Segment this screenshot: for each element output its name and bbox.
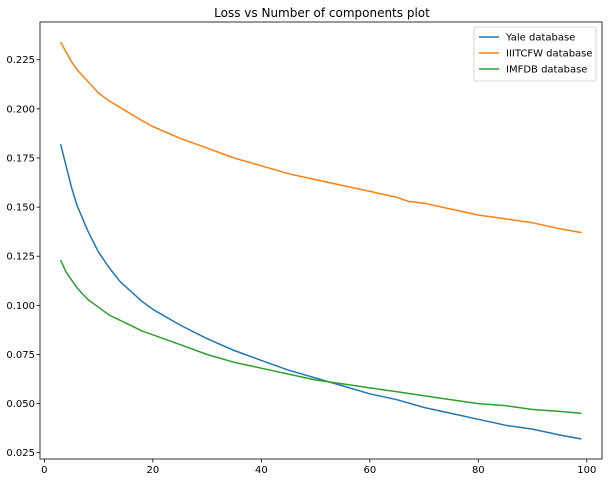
y-tick-label: 0.175 (6, 153, 35, 164)
y-tick-label: 0.050 (6, 399, 35, 410)
y-tick-label: 0.075 (6, 350, 35, 361)
y-tick-label: 0.225 (6, 55, 35, 66)
plot-area (59, 41, 582, 440)
legend-box (473, 26, 597, 82)
series-line-3 (59, 259, 582, 415)
y-tick-label: 0.100 (6, 301, 35, 312)
series-line-2 (59, 41, 582, 234)
series-line-1 (59, 144, 582, 440)
x-tick-label: 20 (146, 465, 159, 476)
legend-label-2: IIITCFW database (506, 49, 593, 60)
y-tick-label: 0.125 (6, 252, 35, 263)
x-tick-label: 100 (577, 465, 596, 476)
x-tick-label: 80 (472, 465, 485, 476)
x-tick-label: 60 (363, 465, 376, 476)
legend-label-1: Yale database (505, 33, 575, 44)
legend-label-3: IMFDB database (506, 65, 587, 76)
y-tick-label: 0.150 (6, 203, 35, 214)
y-tick-label: 0.200 (6, 104, 35, 115)
x-tick-label: 0 (41, 465, 47, 476)
x-tick-label: 40 (255, 465, 268, 476)
legend: Yale database IIITCFW database IMFDB datab… (473, 26, 597, 82)
axes-frame (39, 21, 603, 460)
chart-title: Loss vs Number of components plot (214, 6, 430, 20)
axes: 0 20 40 60 80 100 0.025 0.050 0.075 0.100 0.125 0.1… (6, 21, 603, 476)
y-tick-label: 0.025 (6, 448, 35, 459)
